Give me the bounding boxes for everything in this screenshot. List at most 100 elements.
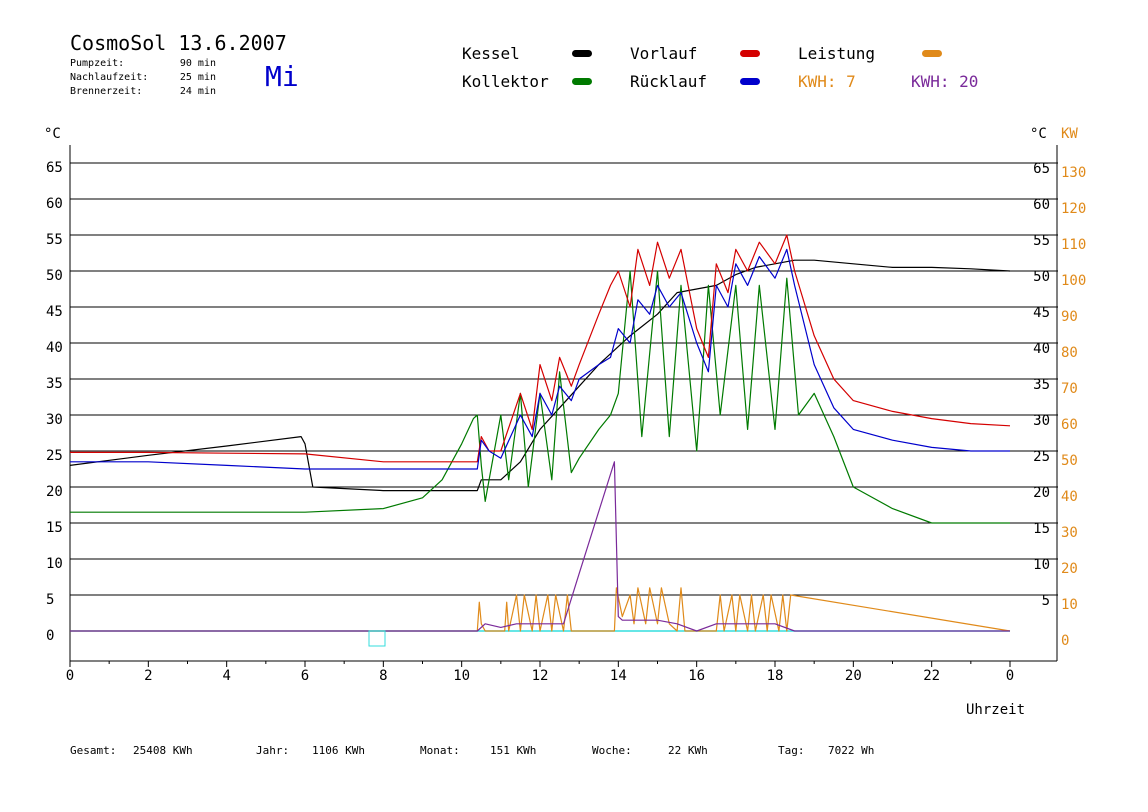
x-axis-label: Uhrzeit (966, 702, 1025, 718)
y-right-tick-label: 30 (1033, 413, 1050, 429)
x-tick-label: 4 (222, 668, 230, 684)
legend-leistung-label: Leistung (798, 44, 876, 63)
y-right-tick-label: 20 (1033, 485, 1050, 501)
y-tick-label: 5 (46, 592, 54, 608)
series-lines (69, 234, 1011, 632)
kw-tick-label: 30 (1061, 525, 1078, 541)
footer-woche-label: Woche: (592, 744, 632, 757)
left-unit-label: °C (44, 126, 61, 142)
x-tick-label: 0 (66, 668, 74, 684)
x-tick-label: 0 (1006, 668, 1014, 684)
legend-kollektor-swatch (572, 78, 592, 85)
right-unit-c-label: °C (1030, 126, 1047, 142)
series-line-r-cklauf (70, 248, 1010, 470)
legend-vorlauf-swatch (740, 50, 760, 57)
footer-tag-label: Tag: (778, 744, 805, 757)
legend-kessel-label: Kessel (462, 44, 520, 63)
kw-tick-label: 90 (1061, 309, 1078, 325)
kw-tick-label: 20 (1061, 561, 1078, 577)
footer-woche-value: 22 KWh (668, 744, 708, 757)
series-line-kollektor (70, 270, 1010, 524)
weekday-label: Mi (265, 60, 299, 93)
y-tick-label: 40 (46, 340, 63, 356)
x-tick-label: 20 (845, 668, 862, 684)
kw-tick-label: 0 (1061, 633, 1069, 649)
kw-tick-label: 50 (1061, 453, 1078, 469)
y-tick-label: 10 (46, 556, 63, 572)
y-tick-label: 55 (46, 232, 63, 248)
y-right-tick-label: 65 (1033, 161, 1050, 177)
info-label-pumpzeit: Pumpzeit: (70, 58, 125, 69)
footer-tag-value: 7022 Wh (828, 744, 875, 757)
info-value-brennerzeit: 24 min (179, 86, 216, 97)
y-tick-label: 15 (46, 520, 63, 536)
y-right-tick-label: 35 (1033, 377, 1050, 393)
series-line-kessel (69, 259, 1011, 492)
kw-tick-label: 70 (1061, 381, 1078, 397)
x-tick-label: 12 (532, 668, 549, 684)
legend-kwh-20: KWH: 20 (911, 72, 979, 91)
kw-tick-label: 10 (1061, 597, 1078, 613)
footer-monat-value: 151 KWh (490, 744, 537, 757)
y-right-tick-label: 15 (1033, 521, 1050, 537)
axes (69, 145, 1058, 667)
series-line-leistung (70, 587, 1011, 632)
y-tick-labels: 0 5 10 15 20 25 30 35 40 45 50 55 60 65 5 10 15 20 25 30 35 4… (46, 160, 1086, 649)
x-tick-label: 2 (144, 668, 152, 684)
legend-kessel-swatch (572, 50, 592, 57)
legend-kollektor-label: Kollektor (462, 72, 549, 91)
kw-tick-label: 110 (1061, 237, 1086, 253)
footer-jahr-value: 1106 KWh (312, 744, 365, 757)
y-right-tick-label: 5 (1042, 593, 1050, 609)
y-right-tick-label: 55 (1033, 233, 1050, 249)
info-label-brennerzeit: Brennerzeit: (70, 86, 143, 97)
footer-jahr-label: Jahr: (256, 744, 290, 757)
legend-ruecklauf-label: Rücklauf (630, 72, 708, 91)
footer-monat-label: Monat: (420, 744, 460, 757)
kw-tick-label: 120 (1061, 201, 1086, 217)
x-tick-label: 16 (688, 668, 705, 684)
x-tick-label: 14 (610, 668, 627, 684)
kw-tick-label: 60 (1061, 417, 1078, 433)
kw-tick-label: 80 (1061, 345, 1078, 361)
legend-ruecklauf-swatch (740, 78, 760, 85)
footer-gesamt-label: Gesamt: (70, 744, 117, 757)
y-tick-label: 30 (46, 412, 63, 428)
y-right-tick-label: 10 (1033, 557, 1050, 573)
y-right-tick-label: 50 (1033, 269, 1050, 285)
y-tick-label: 25 (46, 448, 63, 464)
kw-tick-label: 40 (1061, 489, 1078, 505)
legend-vorlauf-label: Vorlauf (630, 44, 698, 63)
x-tick-label: 8 (379, 668, 387, 684)
footer-gesamt-value: 25408 KWh (133, 744, 193, 757)
legend-leistung-swatch (922, 50, 942, 57)
y-tick-label: 50 (46, 268, 63, 284)
kw-tick-label: 100 (1061, 273, 1086, 289)
y-right-tick-label: 40 (1033, 341, 1050, 357)
grid-lines (70, 162, 1058, 632)
y-right-tick-label: 60 (1033, 197, 1050, 213)
y-tick-label: 65 (46, 160, 63, 176)
right-unit-kw-label: KW (1061, 126, 1078, 142)
y-tick-label: 35 (46, 376, 63, 392)
x-tick-label: 18 (767, 668, 784, 684)
x-tick-label: 6 (301, 668, 309, 684)
series-line-kwh-20 (70, 461, 1010, 632)
y-tick-label: 20 (46, 484, 63, 500)
x-tick-label: 10 (453, 668, 470, 684)
x-tick-labels: 0 2 4 6 8 10 12 14 16 18 20 22 0 (66, 668, 1014, 684)
kw-tick-label: 130 (1061, 165, 1086, 181)
y-tick-label: 45 (46, 304, 63, 320)
legend-kwh-7: KWH: 7 (798, 72, 856, 91)
y-tick-label: 60 (46, 196, 63, 212)
y-tick-label: 0 (46, 628, 54, 644)
series-line-vorlauf (70, 234, 1011, 463)
y-right-tick-label: 45 (1033, 305, 1050, 321)
chart-title: CosmoSol 13.6.2007 (70, 31, 287, 55)
info-value-nachlaufzeit: 25 min (179, 72, 216, 83)
marker-square (368, 630, 386, 647)
x-tick-label: 22 (923, 668, 940, 684)
y-right-tick-label: 25 (1033, 449, 1050, 465)
info-label-nachlaufzeit: Nachlaufzeit: (70, 72, 149, 83)
